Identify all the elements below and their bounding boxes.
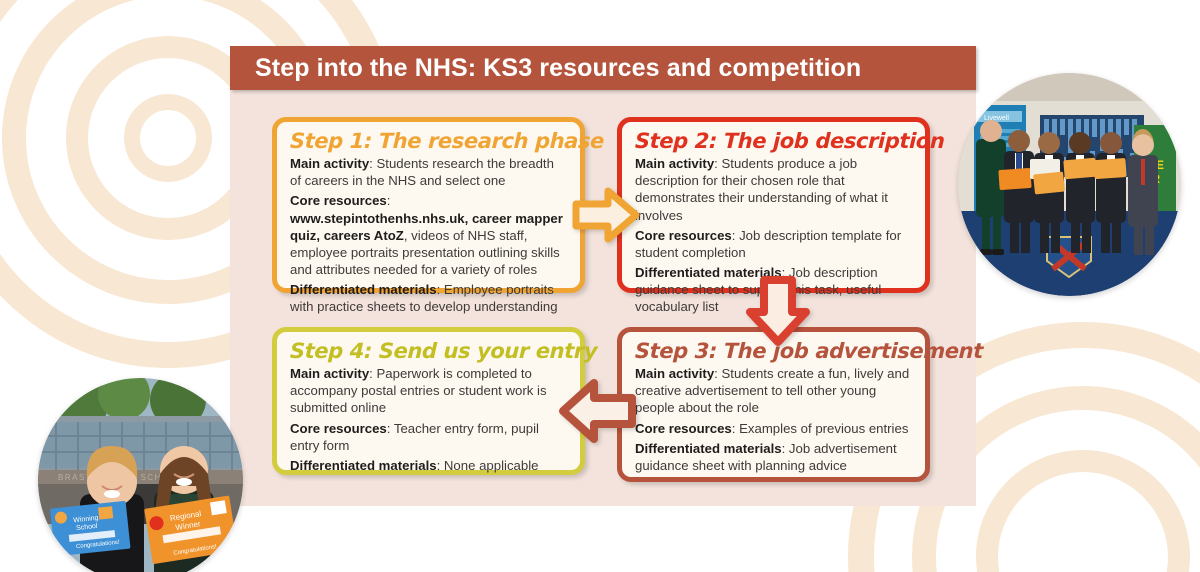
step-1-differentiated-materials: Differentiated materials: Employee portr… xyxy=(290,281,567,315)
text-main-activity: : Students produce a job description for… xyxy=(635,156,888,223)
text-main-activity: : Students create a fun, lively and crea… xyxy=(635,366,910,416)
arrow-left-icon xyxy=(558,376,636,446)
text-differentiated-materials: : None applicable xyxy=(436,457,539,473)
text-main-activity: : Paperwork is completed to accompany po… xyxy=(290,366,547,416)
step-card-4: Step 4: Send us your entry Main activity… xyxy=(272,327,598,475)
step-2-main-activity: Main activity: Students produce a job de… xyxy=(635,155,912,224)
step-card-3: Step 3: The job advertisement Main activ… xyxy=(617,327,983,482)
label-main-activity: Main activity xyxy=(290,156,370,172)
svg-text:Winning: Winning xyxy=(73,515,99,525)
step-4-differentiated-materials: Differentiated materials: None applicabl… xyxy=(290,457,567,474)
step-1-core-resources: Core resources: www.stepintothenhs.nhs.u… xyxy=(290,192,567,278)
text-core-resources-bold-run: www.stepintothenhs.nhs.uk, career mapper… xyxy=(290,210,563,243)
step-4-heading: Step 4: Send us your entry xyxy=(289,339,598,363)
step-3-differentiated-materials: Differentiated materials: Job advertisem… xyxy=(635,440,912,474)
label-differentiated-materials: Differentiated materials xyxy=(635,264,782,280)
svg-text:Livewell: Livewell xyxy=(984,115,1009,122)
step-1-main-activity: Main activity: Students research the bre… xyxy=(290,155,567,189)
label-main-activity: Main activity xyxy=(635,366,715,382)
svg-text:Congratulations!: Congratulations! xyxy=(76,540,120,551)
label-core-resources: Core resources xyxy=(290,420,387,436)
text-core-resources-tail: , videos of NHS staff, employee portrait… xyxy=(290,227,560,277)
text-core-resources: : Job description template for student c… xyxy=(635,227,902,260)
arrow-right-icon xyxy=(572,186,640,244)
step-card-2: Step 2: The job description Main activit… xyxy=(617,117,945,314)
text-core-resources: : Teacher entry form, pupil entry form xyxy=(290,420,539,453)
step-card-1: Step 1: The research phase Main activity… xyxy=(272,117,605,314)
title-bar: Step into the NHS: KS3 resources and com… xyxy=(230,46,976,90)
page-title: Step into the NHS: KS3 resources and com… xyxy=(255,53,862,82)
photo-students-certificates: Livewell xyxy=(958,73,1181,296)
step-2-core-resources: Core resources: Job description template… xyxy=(635,227,912,261)
text-main-activity: : Students research the breadth of caree… xyxy=(290,156,554,189)
text-differentiated-materials: : Job advertisement guidance sheet with … xyxy=(635,440,897,473)
text-core-resources: : Examples of previous entries xyxy=(731,420,909,436)
label-core-resources: Core resources xyxy=(635,227,732,243)
label-core-resources: Core resources xyxy=(290,193,387,209)
text-differentiated-materials: : Job description guidance sheet to supp… xyxy=(635,264,882,315)
text-differentiated-materials: : Employee portraits with practice sheet… xyxy=(290,282,558,315)
svg-text:School: School xyxy=(76,523,98,532)
arrow-down-icon xyxy=(742,276,814,346)
label-differentiated-materials: Differentiated materials xyxy=(290,282,437,298)
label-main-activity: Main activity xyxy=(635,156,715,172)
step-4-core-resources: Core resources: Teacher entry form, pupi… xyxy=(290,420,567,454)
label-differentiated-materials: Differentiated materials xyxy=(290,457,437,473)
ring-core xyxy=(124,94,212,182)
text-core-resources-lead: : xyxy=(386,193,391,209)
label-differentiated-materials: Differentiated materials xyxy=(635,440,782,456)
label-core-resources: Core resources xyxy=(635,420,732,436)
label-main-activity: Main activity xyxy=(290,366,370,382)
step-1-heading: Step 1: The research phase xyxy=(289,129,605,153)
step-2-heading: Step 2: The job description xyxy=(634,129,945,153)
step-4-main-activity: Main activity: Paperwork is completed to… xyxy=(290,365,567,416)
step-3-core-resources: Core resources: Examples of previous ent… xyxy=(635,420,912,437)
photo-teacher-student-winners: BRASTON HIGH SCHOOL xyxy=(38,378,243,572)
step-2-differentiated-materials: Differentiated materials: Job descriptio… xyxy=(635,264,912,315)
step-3-main-activity: Main activity: Students create a fun, li… xyxy=(635,365,912,416)
svg-text:Winner: Winner xyxy=(175,519,202,532)
